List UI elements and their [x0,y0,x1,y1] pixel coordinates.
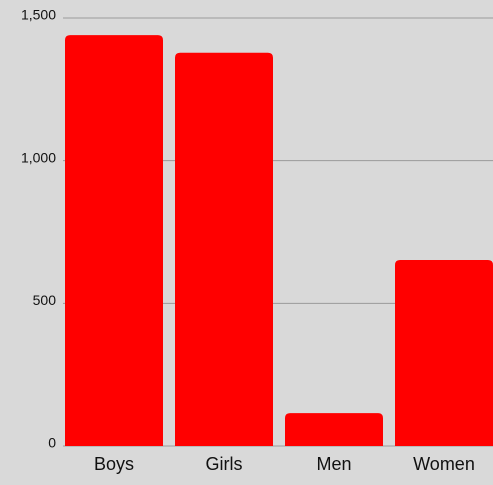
bar [175,52,273,446]
y-tick-label: 0 [48,435,56,451]
y-tick-label: 500 [33,292,57,308]
y-tick-label: 1,500 [21,7,56,23]
bar [65,35,163,447]
bar [285,413,383,446]
y-tick-label: 1,000 [21,149,56,165]
x-tick-label: Girls [206,454,243,474]
x-tick-label: Boys [94,454,134,474]
x-tick-label: Men [316,454,351,474]
x-tick-label: Women [413,454,475,474]
bar [395,259,493,446]
